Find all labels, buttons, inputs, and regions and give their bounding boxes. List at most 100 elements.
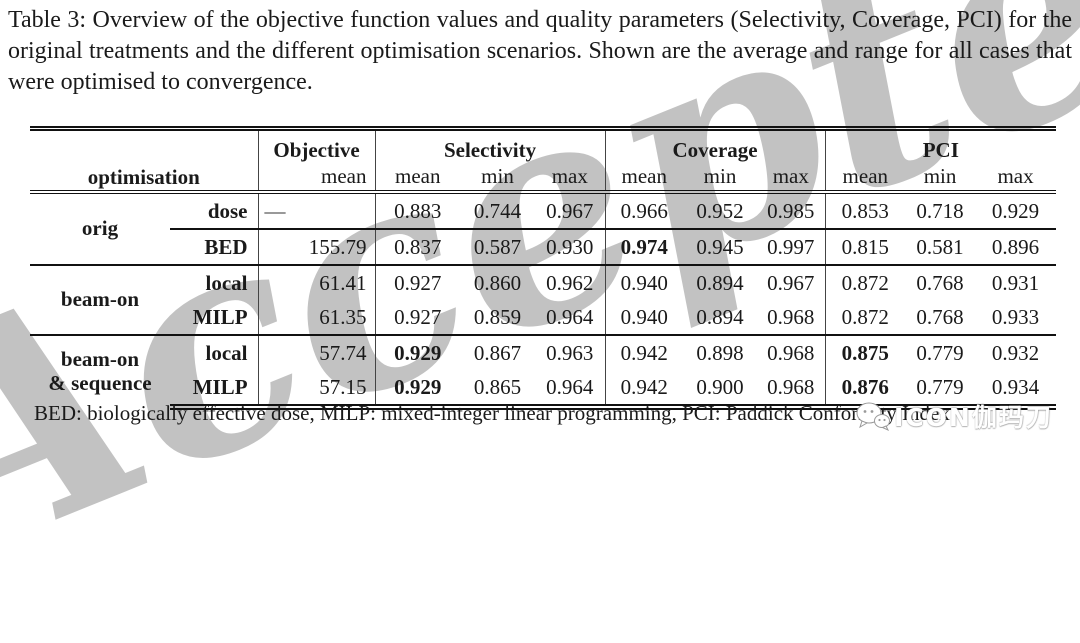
table-cell: 0.931 [975,264,1057,300]
table-cell: 0.779 [905,334,976,370]
wechat-icon [856,402,890,431]
table-cell: 0.872 [841,304,889,329]
header-sel-mean: mean [375,163,461,194]
header-cov-max: max [757,163,826,194]
table-row-beamon-local: beam-on local 61.41 0.927 0.860 0.962 0.… [30,264,1057,335]
table-cell: 0.997 [757,228,826,265]
table-cell: 0.968 [757,334,826,370]
table-cell: 0.963 [535,334,606,370]
table-cell: 0.779 [905,370,976,410]
group-label-line1: beam-on [60,347,140,372]
row-sub-label: BED [170,228,259,265]
table-cell: 0.867 [460,334,536,370]
header-pci-max: max [975,163,1057,194]
table-cell: 0.929 [991,198,1040,223]
table-cell: 0.929 [375,370,461,410]
row-sub-label: MILP [170,300,259,335]
table-cell: 0.929 [375,334,461,370]
objective-value: 57.74 [258,334,376,370]
table-cell: 0.932 [975,334,1057,370]
row-sub-label: dose [170,192,259,229]
table-cell: 0.967 [757,264,826,300]
table-cell: 0.966 [620,198,668,223]
header-pci-min: min [905,163,976,194]
header-pci-mean: mean [825,163,906,194]
table-row-orig-dose: orig dose — 0.883 0.744 0.967 0.966 0.95… [30,192,1056,240]
row-group-label: beam-on & sequence [30,334,170,407]
table-cell: 0.718 [916,198,964,223]
table-cell: 0.940 [605,264,684,300]
table-cell: 0.974 [605,228,684,265]
table-cell: 0.744 [473,198,522,223]
table-cell: 0.934 [975,370,1057,410]
results-table-wrapper: optimisation Objective Selectivity Cover… [30,126,1057,410]
table-cell: 0.898 [683,334,758,370]
header-objective: Objective [258,126,376,163]
table-cell: 0.581 [905,228,976,265]
table-row-orig-bed: BED 155.79 0.837 0.587 0.930 0.974 0.945… [30,228,1057,265]
objective-value: 57.15 [258,370,376,410]
table-cell: 0.985 [757,192,826,229]
header-objective-mean: mean [258,163,376,194]
table-cell: 0.927 [394,304,442,329]
paper-page: Table 3: Overview of the objective funct… [8,7,1072,425]
table-cell: 0.933 [991,304,1040,329]
objective-value: 61.41 [258,264,376,300]
wechat-watermark-badge: ICON伽玛刀 [856,398,1053,434]
table-cell: 0.940 [620,304,668,329]
table-cell: 0.968 [757,370,826,410]
table-cell: 0.872 [825,264,906,300]
row-group-label: beam-on [30,264,170,335]
table-cell: 0.952 [696,198,744,223]
header-row-groups: optimisation Objective Selectivity Cover… [30,126,1057,194]
table-cell: 0.894 [683,264,758,300]
table-cell: 0.768 [905,264,976,300]
table-caption: Table 3: Overview of the objective funct… [8,7,1072,95]
table-cell: 0.853 [841,198,889,223]
table-cell: 0.587 [460,228,536,265]
header-optimisation: optimisation [30,126,259,194]
table-cell: 0.945 [683,228,758,265]
wechat-watermark-text: ICON伽玛刀 [894,403,1053,432]
table-cell: 0.768 [916,304,964,329]
objective-value: 155.79 [258,228,376,265]
table-cell: 0.927 [375,264,461,300]
table-cell: 0.968 [757,300,826,335]
table-cell: 0.815 [825,228,906,265]
table-cell: 0.962 [535,264,606,300]
row-sub-label: local [170,264,259,300]
table-cell: 0.859 [473,304,522,329]
objective-value: 61.35 [258,300,376,335]
group-label-line2: & sequence [48,370,152,395]
header-sel-min: min [460,163,536,194]
table-cell: 0.942 [605,370,684,410]
table-cell: 0.964 [535,370,606,410]
row-sub-label: local [170,334,259,370]
table-cell: 0.837 [375,228,461,265]
results-table: optimisation Objective Selectivity Cover… [30,126,1057,410]
table-cell: 0.875 [825,334,906,370]
header-sel-max: max [535,163,606,194]
table-cell: 0.942 [605,334,684,370]
table-cell: 0.896 [975,228,1057,265]
row-group-label: orig [81,216,119,241]
header-pci: PCI [825,126,1057,163]
table-row-seq-local: beam-on & sequence local 57.74 0.929 0.8… [30,334,1057,407]
table-cell: 0.860 [460,264,536,300]
table-cell: 0.894 [696,304,744,329]
table-footnote: BED: biologically effective dose, MILP: … [34,401,950,425]
table-cell: 0.967 [535,192,606,229]
table-row-seq-milp: MILP 57.15 0.929 0.865 0.964 0.942 0.900… [30,370,1057,410]
table-cell: 0.964 [535,300,606,335]
table-row-beamon-milp: MILP 61.35 0.927 0.859 0.964 0.940 0.894… [30,300,1056,335]
table-cell: 0.865 [460,370,536,410]
header-selectivity: Selectivity [375,126,606,163]
header-cov-mean: mean [605,163,684,194]
header-row-stats: mean mean min max mean min max mean min … [30,163,1057,194]
table-cell: 0.900 [683,370,758,410]
row-sub-label: MILP [170,370,259,410]
table-cell: 0.930 [535,228,606,265]
header-cov-min: min [683,163,758,194]
objective-value: — [258,192,376,229]
header-coverage: Coverage [605,126,826,163]
